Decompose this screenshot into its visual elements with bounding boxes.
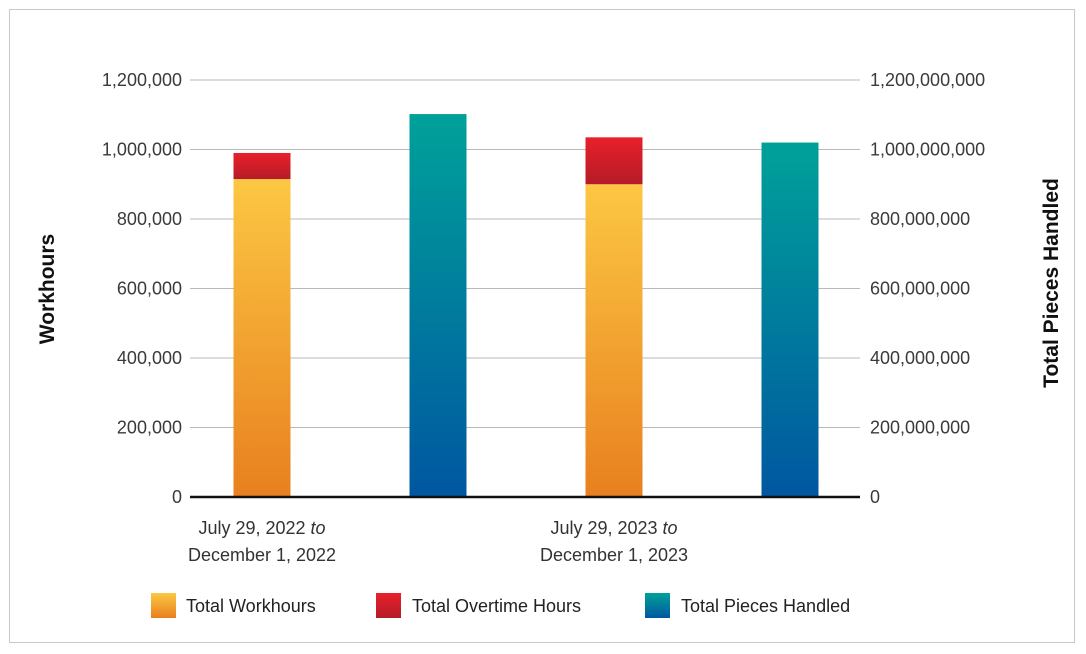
left-tick-label: 400,000	[117, 348, 182, 368]
right-tick-label: 0	[870, 487, 880, 507]
bar-total-overtime-hours	[233, 152, 291, 180]
legend-label-overtime: Total Overtime Hours	[412, 596, 581, 616]
left-tick-label: 1,000,000	[102, 140, 182, 160]
bar-total-pieces-handled	[761, 142, 819, 498]
bar-total-pieces-handled	[409, 114, 467, 498]
right-axis-ticks: 0 200,000,000 400,000,000 600,000,000 800,00…	[870, 70, 985, 507]
right-tick-label: 400,000,000	[870, 348, 970, 368]
left-axis-title: Workhours	[36, 234, 59, 344]
left-tick-label: 0	[172, 487, 182, 507]
right-tick-label: 1,000,000,000	[870, 140, 985, 160]
category-labels: July 29, 2022 to December 1, 2022 July 29,…	[188, 518, 688, 565]
right-tick-label: 1,200,000,000	[870, 70, 985, 90]
gridlines	[190, 79, 860, 428]
left-axis-ticks: 0 200,000 400,000 600,000 800,000 1,000,000 1,…	[102, 70, 182, 507]
right-tick-label: 800,000,000	[870, 209, 970, 229]
legend-label-workhours: Total Workhours	[186, 596, 316, 616]
bar-total-workhours	[585, 184, 643, 497]
category-label-line2: December 1, 2022	[188, 545, 336, 565]
legend: Total Workhours Total Overtime Hours Tot…	[151, 593, 850, 618]
bars	[233, 114, 819, 498]
bar-total-overtime-hours	[585, 137, 643, 185]
category-label-line1: July 29, 2023 to	[550, 518, 677, 538]
right-tick-label: 600,000,000	[870, 279, 970, 299]
left-tick-label: 1,200,000	[102, 70, 182, 90]
legend-swatch-pieces	[645, 593, 670, 618]
right-tick-label: 200,000,000	[870, 418, 970, 438]
category-label-line2: December 1, 2023	[540, 545, 688, 565]
legend-label-pieces: Total Pieces Handled	[681, 596, 850, 616]
category-label-line1: July 29, 2022 to	[198, 518, 325, 538]
left-tick-label: 200,000	[117, 418, 182, 438]
chart-frame	[9, 9, 1075, 643]
left-tick-label: 800,000	[117, 209, 182, 229]
left-tick-label: 600,000	[117, 279, 182, 299]
bar-total-workhours	[233, 179, 291, 497]
right-axis-title: Total Pieces Handled	[1040, 178, 1063, 388]
legend-swatch-overtime	[376, 593, 401, 618]
legend-swatch-workhours	[151, 593, 176, 618]
